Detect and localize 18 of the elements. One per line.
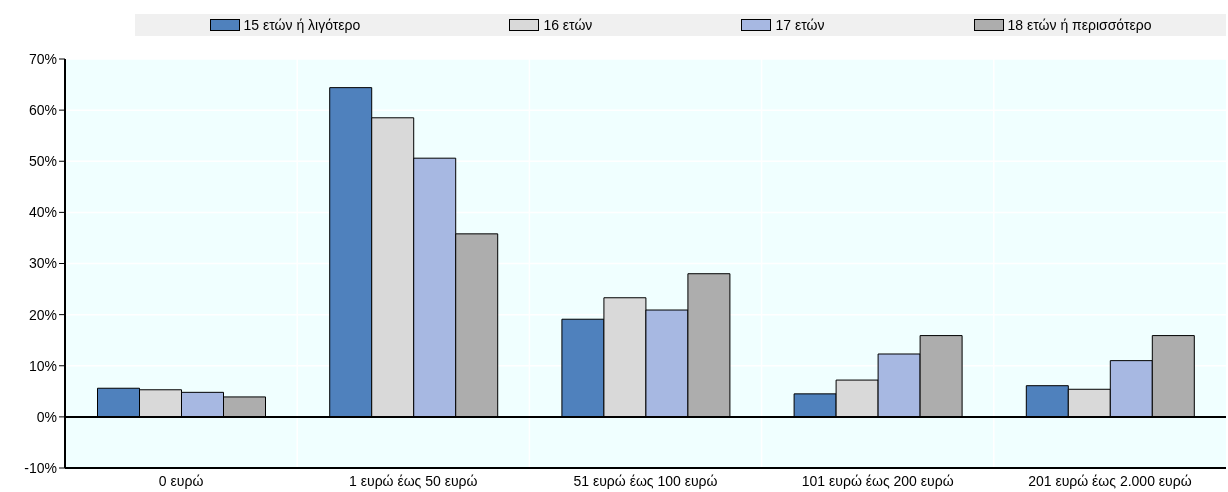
x-tick-label: 101 ευρώ έως 200 ευρώ	[801, 472, 954, 489]
legend-label: 15 ετών ή λιγότερο	[243, 17, 361, 33]
x-tick-label: 51 ευρώ έως 100 ευρώ	[573, 472, 718, 489]
x-tick-label: 0 ευρώ	[158, 472, 204, 489]
y-tick-label: 50%	[28, 153, 57, 170]
y-tick-label: 0%	[36, 408, 57, 425]
y-tick-label: -10%	[24, 459, 57, 476]
legend-label: 18 ετών ή περισσότερο	[1007, 17, 1152, 33]
y-tick-label: 60%	[28, 102, 57, 119]
y-tick-label: 10%	[28, 357, 57, 374]
x-tick-label: 1 ευρώ έως 50 ευρώ	[349, 472, 478, 489]
x-tick-label: 201 ευρώ έως 2.000 ευρώ	[1028, 472, 1192, 489]
y-tick-label: 70%	[28, 50, 57, 67]
y-tick-label: 40%	[28, 204, 57, 221]
legend-label: 17 ετών	[775, 17, 825, 33]
y-tick-label: 30%	[28, 255, 57, 272]
legend-label: 16 ετών	[543, 17, 593, 33]
y-tick-label: 20%	[28, 306, 57, 323]
